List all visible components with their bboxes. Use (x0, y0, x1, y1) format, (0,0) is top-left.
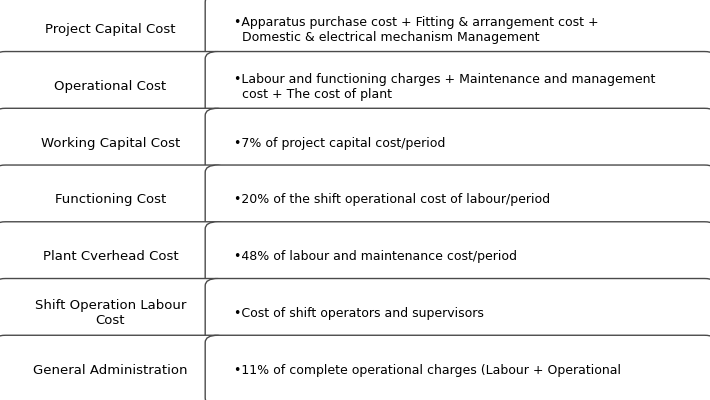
Text: •Apparatus purchase cost + Fitting & arrangement cost +
  Domestic & electrical : •Apparatus purchase cost + Fitting & arr… (234, 16, 599, 44)
FancyBboxPatch shape (0, 278, 228, 348)
Text: General Administration: General Administration (33, 364, 187, 377)
FancyBboxPatch shape (0, 0, 228, 65)
FancyBboxPatch shape (205, 52, 710, 122)
FancyBboxPatch shape (205, 335, 710, 400)
Text: Shift Operation Labour
Cost: Shift Operation Labour Cost (35, 300, 186, 328)
Text: •Cost of shift operators and supervisors: •Cost of shift operators and supervisors (234, 307, 484, 320)
FancyBboxPatch shape (205, 165, 710, 235)
FancyBboxPatch shape (205, 108, 710, 178)
Text: •11% of complete operational charges (Labour + Operational: •11% of complete operational charges (La… (234, 364, 621, 377)
FancyBboxPatch shape (205, 222, 710, 292)
FancyBboxPatch shape (0, 52, 228, 122)
Text: •7% of project capital cost/period: •7% of project capital cost/period (234, 137, 445, 150)
Text: Project Capital Cost: Project Capital Cost (45, 23, 175, 36)
Text: Plant Cverhead Cost: Plant Cverhead Cost (43, 250, 178, 263)
FancyBboxPatch shape (205, 0, 710, 65)
FancyBboxPatch shape (205, 278, 710, 348)
Text: Working Capital Cost: Working Capital Cost (40, 137, 180, 150)
Text: •48% of labour and maintenance cost/period: •48% of labour and maintenance cost/peri… (234, 250, 517, 263)
FancyBboxPatch shape (0, 108, 228, 178)
Text: •20% of the shift operational cost of labour/period: •20% of the shift operational cost of la… (234, 194, 550, 206)
FancyBboxPatch shape (0, 335, 228, 400)
Text: Operational Cost: Operational Cost (55, 80, 166, 93)
Text: Functioning Cost: Functioning Cost (55, 194, 166, 206)
Text: •Labour and functioning charges + Maintenance and management
  cost + The cost o: •Labour and functioning charges + Mainte… (234, 72, 655, 100)
FancyBboxPatch shape (0, 222, 228, 292)
FancyBboxPatch shape (0, 165, 228, 235)
